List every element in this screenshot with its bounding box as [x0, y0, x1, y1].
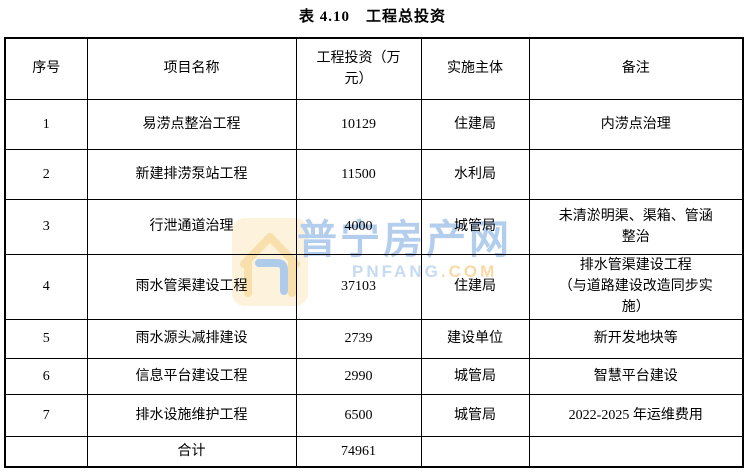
cell-no	[4, 435, 88, 468]
table-row: 6 信息平台建设工程 2990 城管局 智慧平台建设	[4, 357, 744, 395]
header-implementing-body: 实施主体	[420, 37, 530, 100]
cell-implementing-body: 城管局	[420, 198, 530, 255]
table-row: 2 新建排涝泵站工程 11500 水利局	[4, 148, 744, 200]
cell-remarks: 2022-2025 年运维费用	[528, 393, 744, 437]
cell-project-name: 新建排涝泵站工程	[86, 148, 297, 200]
cell-no: 7	[4, 393, 88, 437]
cell-project-name: 信息平台建设工程	[86, 357, 297, 395]
cell-implementing-body: 水利局	[420, 148, 530, 200]
cell-project-name: 雨水源头减排建设	[86, 318, 297, 359]
cell-no: 6	[4, 357, 88, 395]
header-investment: 工程投资（万 元）	[295, 37, 422, 100]
table-row: 7 排水设施维护工程 6500 城管局 2022-2025 年运维费用	[4, 393, 744, 437]
cell-no: 5	[4, 318, 88, 359]
table-row: 3 行泄通道治理 4000 城管局 未清淤明渠、渠箱、管涵 整治	[4, 198, 744, 255]
cell-investment: 2990	[295, 357, 422, 395]
cell-remarks	[528, 148, 744, 200]
cell-remarks: 内涝点治理	[528, 98, 744, 150]
cell-no: 3	[4, 198, 88, 255]
table-row: 4 雨水管渠建设工程 37103 住建局 排水管渠建设工程 （与道路建设改造同步…	[4, 253, 744, 320]
cell-investment: 10129	[295, 98, 422, 150]
header-row: 序号 项目名称 工程投资（万 元） 实施主体 备注	[4, 37, 744, 100]
table-row: 1 易涝点整治工程 10129 住建局 内涝点治理	[4, 98, 744, 150]
cell-implementing-body: 城管局	[420, 393, 530, 437]
cell-implementing-body	[420, 435, 530, 468]
cell-remarks: 排水管渠建设工程 （与道路建设改造同步实 施）	[528, 253, 744, 320]
header-no: 序号	[4, 37, 88, 100]
cell-investment: 11500	[295, 148, 422, 200]
header-project-name: 项目名称	[86, 37, 297, 100]
cell-remarks: 未清淤明渠、渠箱、管涵 整治	[528, 198, 744, 255]
table-row: 5 雨水源头减排建设 2739 建设单位 新开发地块等	[4, 318, 744, 359]
header-remarks: 备注	[528, 37, 744, 100]
cell-project-name: 排水设施维护工程	[86, 393, 297, 437]
cell-investment: 6500	[295, 393, 422, 437]
cell-no: 2	[4, 148, 88, 200]
cell-implementing-body: 住建局	[420, 98, 530, 150]
cell-no: 1	[4, 98, 88, 150]
cell-remarks: 新开发地块等	[528, 318, 744, 359]
cell-project-name: 行泄通道治理	[86, 198, 297, 255]
total-row: 合计 74961	[4, 435, 744, 468]
cell-investment: 2739	[295, 318, 422, 359]
cell-remarks	[528, 435, 744, 468]
table-title: 表 4.10 工程总投资	[298, 9, 446, 25]
cell-implementing-body: 住建局	[420, 253, 530, 320]
cell-no: 4	[4, 253, 88, 320]
cell-implementing-body: 建设单位	[420, 318, 530, 359]
cell-total-label: 合计	[86, 435, 297, 468]
cell-project-name: 易涝点整治工程	[86, 98, 297, 150]
cell-total-investment: 74961	[295, 435, 422, 468]
cell-remarks: 智慧平台建设	[528, 357, 744, 395]
cell-investment: 37103	[295, 253, 422, 320]
investment-table: 序号 项目名称 工程投资（万 元） 实施主体 备注 1 易涝点整治工程 1012…	[4, 37, 744, 468]
cell-investment: 4000	[295, 198, 422, 255]
cell-implementing-body: 城管局	[420, 357, 530, 395]
cell-project-name: 雨水管渠建设工程	[86, 253, 297, 320]
